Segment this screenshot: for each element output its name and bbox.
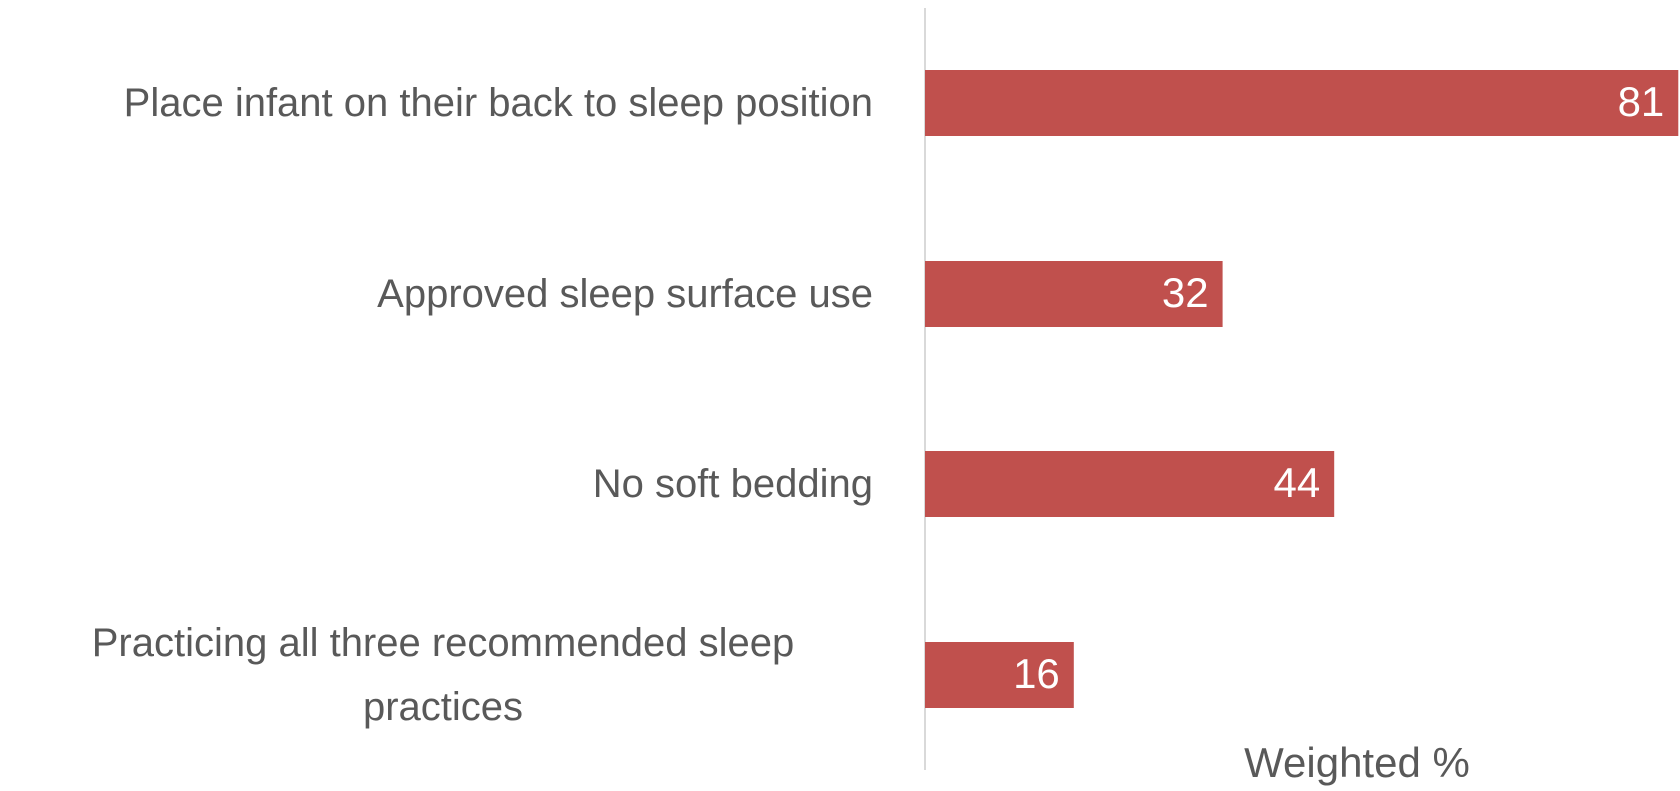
category-label-box: Approved sleep surface use	[3, 224, 873, 364]
bar	[925, 451, 1335, 517]
value-label: 32	[1162, 269, 1209, 316]
bar	[925, 261, 1223, 327]
category-label: No soft bedding	[592, 462, 873, 506]
category-label: Practicing all three recommended sleep p…	[91, 621, 795, 729]
value-label: 81	[1618, 78, 1665, 125]
category-label-box: No soft bedding	[3, 414, 873, 554]
category-label: Place infant on their back to sleep posi…	[123, 81, 873, 125]
category-label-box: Place infant on their back to sleep posi…	[3, 33, 873, 173]
bar	[925, 642, 1074, 708]
bar	[925, 70, 1679, 136]
x-axis-label: Weighted %	[1244, 739, 1470, 786]
category-label-box: Practicing all three recommended sleep p…	[3, 605, 873, 745]
value-label: 44	[1273, 459, 1320, 506]
category-label: Approved sleep surface use	[377, 272, 873, 316]
value-label: 16	[1013, 650, 1060, 697]
